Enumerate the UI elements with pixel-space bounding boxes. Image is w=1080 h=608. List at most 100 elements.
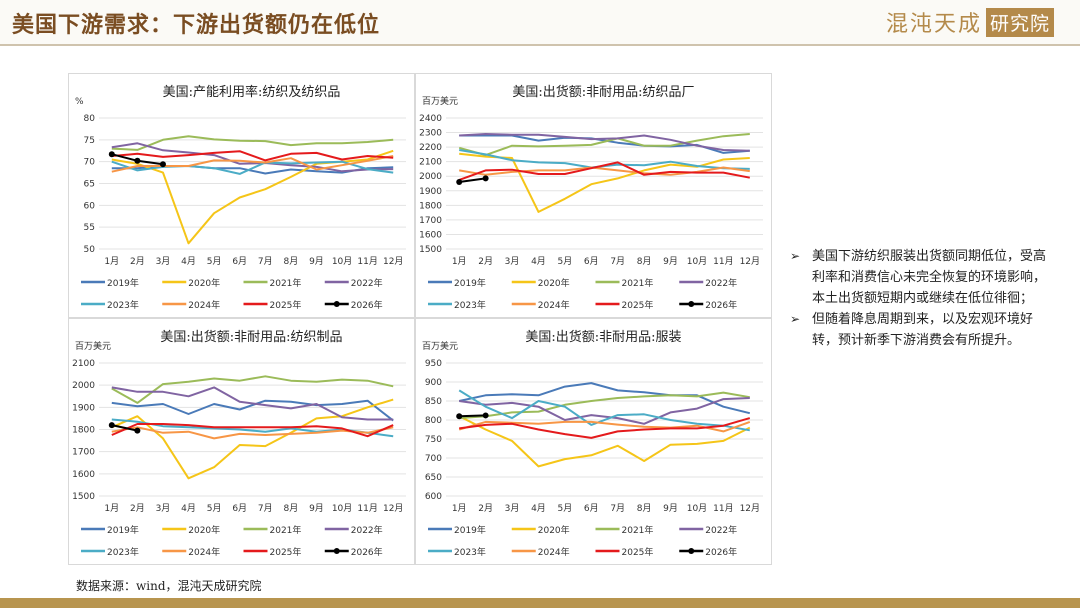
legend-marker [688, 548, 695, 554]
legend-item: 2021年 [595, 277, 654, 289]
series-line-2023 [111, 160, 394, 175]
x-tick-label: 1月 [104, 256, 119, 267]
x-tick-label: 12月 [383, 256, 403, 267]
legend-label: 2023年 [454, 299, 486, 311]
x-tick-label: 6月 [584, 256, 599, 267]
chart-panel-apparel: 美国:出货额:非耐用品:服装 百万美元 600 650 700 750 800 850 900 9… [415, 318, 772, 565]
y-tick-label: 70 [84, 158, 96, 168]
legend-label: 2023年 [107, 299, 139, 311]
x-tick-label: 4月 [181, 256, 196, 267]
y-tick-label: 1600 [419, 230, 442, 240]
x-tick-label: 2月 [478, 256, 493, 267]
x-tick-label: 1月 [452, 503, 467, 514]
x-tick-label: 8月 [284, 503, 299, 514]
legend-item: 2026年 [324, 299, 383, 311]
legend-label: 2025年 [270, 546, 302, 558]
x-tick-label: 3月 [156, 256, 171, 267]
y-tick-label: 1600 [72, 470, 95, 480]
legend-marker [333, 548, 340, 554]
chart-title: 美国:产能利用率:纺织及纺织品 [163, 84, 341, 100]
y-tick-label: 50 [84, 245, 96, 255]
note-item: ➢ 美国下游纺织服装出货额同期低位，受高利率和消费信心未完全恢复的环境影响，本土… [790, 246, 1050, 309]
x-tick-label: 5月 [207, 503, 222, 514]
legend-label: 2024年 [188, 299, 220, 311]
legend-item: 2023年 [428, 299, 486, 311]
series-line-2019 [458, 382, 751, 415]
x-tick-label: 2月 [130, 503, 145, 514]
series-line-2025 [111, 150, 394, 162]
x-tick-label: 6月 [584, 503, 599, 514]
x-tick-label: 10月 [332, 256, 352, 267]
arrow-bullet-icon: ➢ [790, 249, 801, 263]
series-line-2022 [459, 133, 750, 152]
x-tick-label: 11月 [357, 256, 377, 267]
legend-item: 2025年 [243, 546, 302, 558]
series-line-2021 [458, 133, 750, 157]
y-tick-label: 1800 [419, 201, 442, 211]
series-line-2020 [459, 152, 750, 213]
x-tick-label: 4月 [181, 503, 196, 514]
legend-item: 2020年 [162, 524, 220, 536]
legend-label: 2025年 [622, 299, 654, 311]
legend-label: 2022年 [705, 277, 737, 289]
legend-item: 2023年 [428, 546, 486, 558]
data-point-2026 [159, 161, 166, 168]
legend-label: 2026年 [351, 299, 383, 311]
series-line-2021 [111, 375, 394, 404]
chart-panel-textile-mills: 美国:出货额:非耐用品:纺织品厂 百万美元 1500 1600 1700 1800 1900… [415, 73, 772, 318]
legend-item: 2020年 [511, 277, 570, 289]
y-tick-label: 1500 [72, 492, 95, 502]
x-tick-label: 3月 [156, 503, 171, 514]
x-tick-label: 9月 [309, 256, 324, 267]
series-line-2026 [459, 177, 486, 183]
legend-marker [688, 301, 695, 307]
legend-label: 2021年 [270, 524, 302, 536]
legend-label: 2025年 [622, 546, 654, 558]
y-axis-unit: % [75, 97, 84, 107]
x-tick-label: 7月 [610, 256, 625, 267]
x-tick-label: 2月 [130, 256, 145, 267]
x-tick-label: 6月 [232, 503, 247, 514]
legend-item: 2024年 [511, 299, 570, 311]
y-tick-label: 1900 [72, 403, 95, 413]
series-line-2025 [458, 161, 750, 181]
y-tick-label: 2100 [419, 158, 442, 168]
x-tick-label: 10月 [687, 503, 707, 514]
legend-item: 2024年 [162, 299, 220, 311]
y-tick-label: 900 [425, 378, 442, 388]
legend-label: 2019年 [454, 524, 486, 536]
data-source: 数据来源：wind，混沌天成研究院 [76, 579, 262, 593]
legend-label: 2024年 [538, 546, 570, 558]
logo-badge: 研究院 [985, 7, 1054, 37]
x-tick-label: 7月 [610, 503, 625, 514]
y-tick-label: 65 [84, 180, 95, 190]
legend-label: 2025年 [270, 299, 302, 311]
legend-item: 2026年 [324, 546, 383, 558]
x-tick-label: 5月 [207, 256, 222, 267]
data-point-2026 [456, 179, 463, 186]
data-point-2026 [456, 413, 463, 420]
logo-text: 混沌天成 [885, 12, 982, 37]
chart-panel-textile-products: 美国:出货额:非耐用品:纺织制品 百万美元 1500 1600 1700 1800 1900… [68, 318, 415, 565]
y-tick-label: 1500 [419, 245, 442, 255]
legend-label: 2024年 [538, 299, 570, 311]
chart-panel-capacity-utilization: 美国:产能利用率:纺织及纺织品% 50 55 60 65 70 75 80 1月 2月 3月 4月 5月… [68, 73, 415, 318]
legend-label: 2021年 [622, 277, 654, 289]
y-tick-label: 650 [425, 473, 442, 483]
x-tick-label: 3月 [505, 503, 520, 514]
series-line-2024 [458, 420, 751, 433]
y-tick-label: 700 [425, 454, 442, 464]
y-axis-unit: 百万美元 [422, 95, 458, 107]
series-line-2021 [111, 135, 394, 151]
legend-item: 2022年 [324, 277, 383, 289]
x-tick-label: 4月 [531, 256, 546, 267]
series-line-2025 [459, 417, 751, 439]
y-tick-label: 800 [425, 416, 442, 426]
legend-label: 2019年 [107, 277, 139, 289]
legend-label: 2019年 [454, 277, 486, 289]
x-tick-label: 6月 [232, 256, 247, 267]
y-tick-label: 1700 [419, 216, 442, 226]
x-tick-label: 7月 [258, 256, 273, 267]
series-line-2022 [111, 142, 394, 173]
